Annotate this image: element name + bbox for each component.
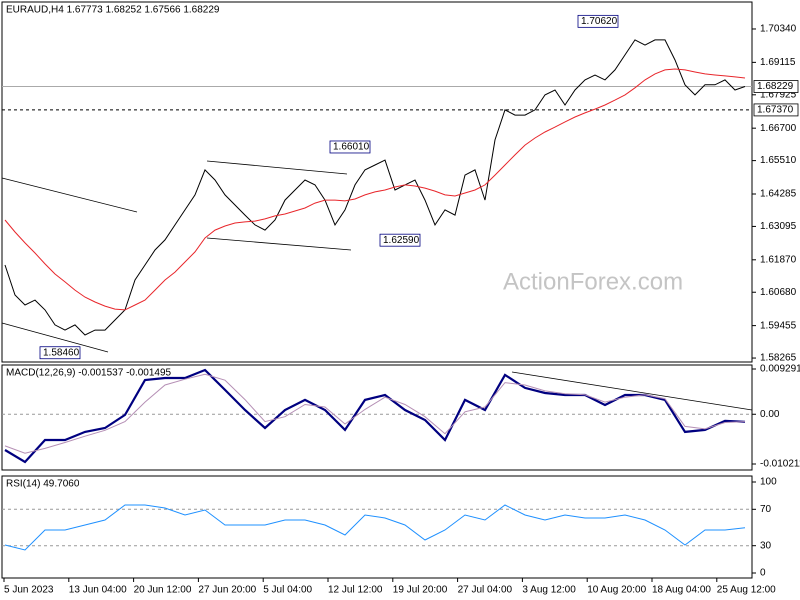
panel-frame	[1, 475, 753, 579]
x-tick-label: 27 Jul 04:00	[458, 585, 513, 596]
x-tick-label: 19 Jul 20:00	[393, 585, 448, 596]
y-tick-label: 1.64285	[760, 189, 797, 200]
trendline	[206, 160, 348, 175]
annotation-box	[379, 233, 421, 247]
annotation-label: 1.70620	[581, 16, 618, 27]
series-line	[4, 504, 746, 551]
annotation-box	[39, 346, 81, 360]
y-tick-label: -0.010211	[760, 459, 800, 470]
y-tick-label: 1.65510	[760, 155, 797, 166]
price-level-label: 1.67370	[757, 105, 794, 116]
y-tick-label: 70	[760, 504, 772, 515]
trendline	[1, 322, 109, 353]
series-line	[4, 68, 746, 311]
panel-title: RSI(14) 49.7060	[6, 479, 80, 490]
x-tick-label: 10 Aug 20:00	[587, 585, 646, 596]
x-tick-label: 3 Aug 12:00	[522, 585, 576, 596]
y-tick-label: 1.60680	[760, 287, 797, 298]
y-tick-label: 0.00	[760, 409, 780, 420]
x-tick-label: 12 Jul 12:00	[328, 585, 383, 596]
price-level-label: 1.68229	[757, 81, 794, 92]
price-level-box	[753, 103, 799, 117]
panel-frame	[1, 364, 753, 471]
series-line	[4, 373, 746, 454]
series-line	[4, 368, 746, 464]
annotation-label: 1.62590	[383, 235, 420, 246]
y-tick-label: 1.67925	[760, 89, 797, 100]
y-tick-label: 0	[760, 568, 766, 579]
annotation-box	[329, 140, 371, 154]
price-level-box	[753, 80, 799, 93]
y-tick-label: 1.63095	[760, 221, 797, 232]
y-tick-label: 1.69115	[760, 57, 796, 68]
trendlines	[1, 160, 753, 411]
panel-frame	[1, 1, 753, 363]
y-tick-label: 1.70340	[760, 24, 797, 35]
y-tick-label: 1.61870	[760, 254, 797, 265]
annotation-label: 1.58460	[43, 347, 80, 358]
y-tick-label: 0.009291	[760, 364, 800, 375]
trendline	[206, 237, 352, 251]
trendline	[511, 371, 753, 411]
y-tick-label: 1.58265	[760, 353, 797, 364]
y-tick-label: 1.66700	[760, 123, 797, 134]
watermark: ActionForex.com	[503, 268, 683, 295]
y-tick-label: 1.59455	[760, 320, 797, 331]
series-line	[4, 39, 746, 336]
y-tick-label: 30	[760, 540, 772, 551]
annotation-box	[577, 14, 619, 28]
x-tick-label: 5 Jul 04:00	[263, 585, 312, 596]
x-tick-label: 20 Jun 12:00	[134, 585, 192, 596]
trendline	[1, 177, 138, 213]
x-tick-label: 13 Jun 04:00	[69, 585, 127, 596]
annotation-label: 1.66010	[333, 142, 370, 153]
x-tick-label: 25 Aug 12:00	[717, 585, 776, 596]
panel-title: MACD(12,26,9) -0.001537 -0.001495	[6, 368, 172, 379]
x-tick-label: 5 Jun 2023	[4, 585, 54, 596]
panel-title: EURAUD,H4 1.67773 1.68252 1.67566 1.6822…	[6, 5, 220, 16]
y-tick-label: 100	[760, 477, 777, 488]
x-tick-label: 18 Aug 04:00	[652, 585, 711, 596]
x-tick-label: 27 Jun 20:00	[198, 585, 256, 596]
